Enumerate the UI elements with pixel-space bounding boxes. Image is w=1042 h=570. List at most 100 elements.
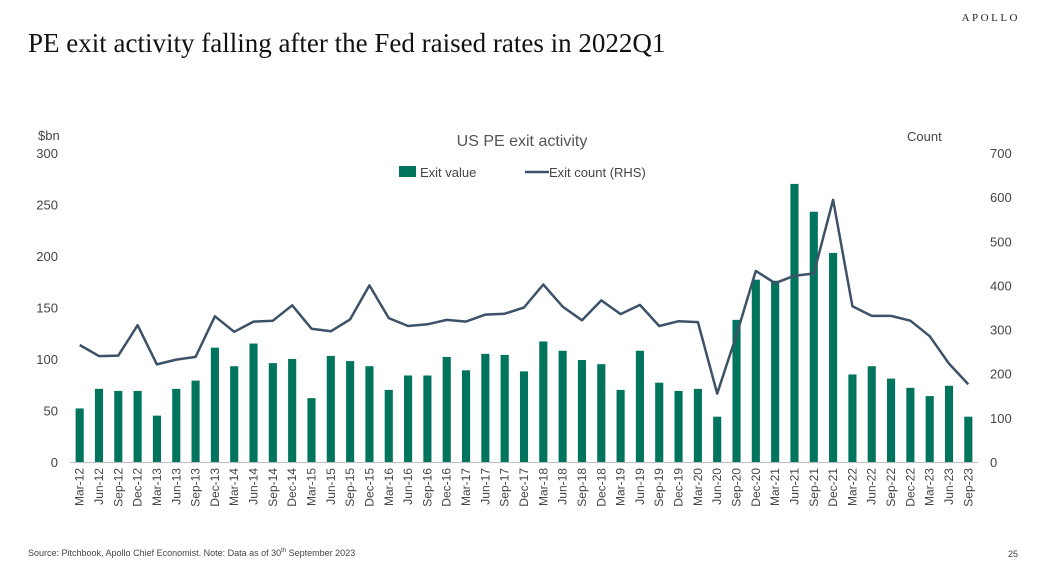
x-tick-label: Dec-20 xyxy=(749,468,763,507)
line-exit-count xyxy=(79,198,970,395)
bar-exit-value xyxy=(655,382,664,462)
x-tick-label: Mar-14 xyxy=(227,468,241,506)
bar-exit-value xyxy=(114,390,123,462)
x-tick-label: Jun-16 xyxy=(401,468,415,505)
x-tick-label: Sep-13 xyxy=(189,468,203,507)
brand-logo: APOLLO xyxy=(961,12,1020,24)
x-tick-label: Mar-17 xyxy=(459,468,473,506)
page-title: PE exit activity falling after the Fed r… xyxy=(28,28,666,58)
x-tick-label: Mar-13 xyxy=(150,468,164,506)
bar-exit-value xyxy=(384,389,393,462)
left-tick-label: 50 xyxy=(44,404,58,419)
x-tick-label: Sep-22 xyxy=(884,468,898,507)
x-tick-label: Jun-17 xyxy=(478,468,492,505)
x-tick-label: Dec-18 xyxy=(594,468,608,507)
x-tick-label: Dec-13 xyxy=(208,468,222,507)
bar-exit-value xyxy=(230,366,239,462)
bar-exit-value xyxy=(693,388,702,462)
x-tick-label: Sep-12 xyxy=(111,468,125,507)
bar-exit-value xyxy=(288,359,297,462)
right-tick-label: 0 xyxy=(990,455,997,470)
bar-exit-value xyxy=(172,388,181,462)
x-tick-label: Jun-19 xyxy=(633,468,647,505)
x-tick-label: Dec-22 xyxy=(903,468,917,507)
right-tick-label: 400 xyxy=(990,278,1012,293)
x-tick-label: Jun-12 xyxy=(92,468,106,505)
bar-exit-value xyxy=(365,366,374,462)
legend-label-exit-value: Exit value xyxy=(420,165,476,180)
left-tick-label: 250 xyxy=(36,198,58,213)
pe-exit-chart: US PE exit activity $bn Count 0 50 100 150 200 2… xyxy=(36,128,1012,507)
bar-exit-value xyxy=(558,350,567,462)
bar-exit-value xyxy=(519,371,529,462)
bar-exit-value xyxy=(732,319,741,462)
x-tick-label: Sep-16 xyxy=(420,468,434,507)
bar-exit-value xyxy=(597,364,606,462)
x-tick-label: Sep-14 xyxy=(266,468,280,507)
left-tick-label: 200 xyxy=(36,249,58,264)
bar-exit-value xyxy=(674,390,683,462)
source-prefix: Source: Pitchbook, Apollo Chief Economis… xyxy=(28,548,282,558)
x-tick-label: Dec-17 xyxy=(517,468,531,507)
x-tick-label: Mar-18 xyxy=(536,468,550,506)
x-tick-label: Sep-18 xyxy=(575,468,589,507)
right-tick-label: 600 xyxy=(990,190,1012,205)
legend-label-exit-count: Exit count (RHS) xyxy=(549,165,646,180)
bar-exit-value xyxy=(500,354,509,462)
bar-exit-value xyxy=(249,343,258,462)
legend-swatch-exit-value xyxy=(399,166,416,177)
bar-exit-value xyxy=(906,387,915,462)
right-tick-label: 100 xyxy=(990,411,1012,426)
page-number: 25 xyxy=(1007,549,1018,559)
x-tick-label: Sep-21 xyxy=(807,468,821,507)
x-tick-label: Sep-19 xyxy=(652,468,666,507)
bar-exit-value xyxy=(191,380,200,462)
x-tick-label: Mar-15 xyxy=(304,468,318,506)
right-tick-label: 500 xyxy=(990,234,1012,249)
left-tick-label: 300 xyxy=(36,146,58,161)
x-tick-label: Sep-15 xyxy=(343,468,357,507)
bar-exit-value xyxy=(713,416,722,462)
right-tick-label: 700 xyxy=(990,146,1012,161)
bar-exit-value xyxy=(94,388,104,462)
bar-exit-value xyxy=(346,361,355,462)
bar-exit-value xyxy=(925,396,934,462)
right-axis-label: Count xyxy=(907,129,942,144)
x-tick-label: Jun-20 xyxy=(710,468,724,505)
x-tick-label: Sep-17 xyxy=(498,468,512,507)
x-tick-label: Mar-22 xyxy=(845,468,859,506)
bar-exit-value xyxy=(481,353,490,462)
bar-exit-value xyxy=(152,415,161,462)
x-tick-label: Mar-23 xyxy=(923,468,937,506)
left-axis-label: $bn xyxy=(38,128,60,143)
x-tick-label: Dec-21 xyxy=(826,468,840,507)
source-note: Source: Pitchbook, Apollo Chief Economis… xyxy=(28,548,355,558)
bar-exit-value xyxy=(944,385,954,462)
bar-exit-value xyxy=(829,252,838,462)
x-tick-label: Dec-12 xyxy=(131,468,145,507)
x-tick-label: Jun-14 xyxy=(247,468,261,505)
bar-exit-value xyxy=(326,355,335,462)
bar-exit-value xyxy=(307,398,316,462)
x-tick-label: Dec-16 xyxy=(440,468,454,507)
bar-exit-value xyxy=(461,370,471,462)
right-tick-label: 300 xyxy=(990,323,1012,338)
bar-exit-value xyxy=(964,416,973,462)
x-tick-label: Mar-12 xyxy=(73,468,87,506)
bar-exit-value xyxy=(133,390,142,462)
x-tick-label: Mar-16 xyxy=(382,468,396,506)
x-tick-label: Jun-21 xyxy=(787,468,801,505)
bar-exit-value xyxy=(867,366,876,462)
x-tick-label: Jun-13 xyxy=(169,468,183,505)
bar-exit-value xyxy=(268,363,277,462)
x-tick-label: Dec-14 xyxy=(285,468,299,507)
x-tick-label: Dec-15 xyxy=(362,468,376,507)
right-tick-label: 200 xyxy=(990,367,1012,382)
x-tick-label: Sep-23 xyxy=(961,468,975,507)
source-suffix: September 2023 xyxy=(286,548,356,558)
chart-title: US PE exit activity xyxy=(457,133,588,150)
x-tick-label: Mar-20 xyxy=(691,468,705,506)
bar-exit-value xyxy=(210,347,219,462)
bar-exit-value xyxy=(442,356,451,462)
x-tick-label: Mar-19 xyxy=(614,468,628,506)
